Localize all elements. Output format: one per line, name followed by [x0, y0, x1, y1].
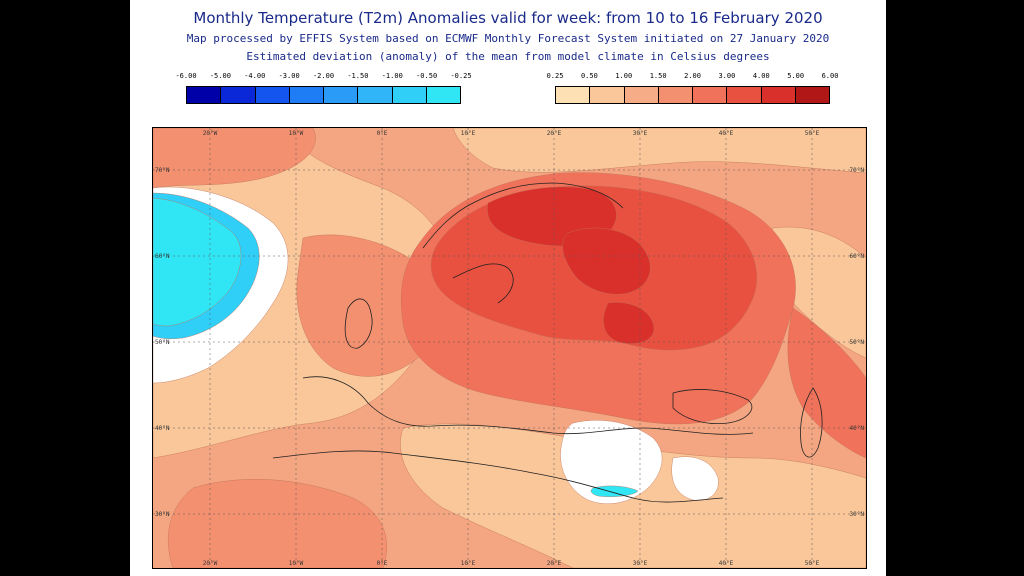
legend-cold-swatch [426, 87, 460, 103]
graticule-labels: 20°W 10°W 0°E 10°E 20°E 30°E 40°E 50°E 20°W 10°W 0… [155, 130, 864, 567]
legend-warm-label: 0.50 [580, 72, 598, 80]
legend-warm-label: 1.50 [649, 72, 667, 80]
lat-label-right: 30°N [850, 511, 865, 518]
lat-label-left: 40°N [155, 425, 170, 432]
zone-mid-warm-sahara [167, 479, 387, 568]
legend-warm-label: 3.00 [718, 72, 736, 80]
zone-neutral-levant [671, 456, 719, 501]
zone-light-warm-north [452, 128, 866, 174]
legend-cold-swatch [324, 87, 359, 103]
lat-label-left: 70°N [155, 167, 170, 174]
lat-label-left: 50°N [155, 339, 170, 346]
lat-label-right: 40°N [850, 425, 865, 432]
coastline-africa [272, 450, 724, 503]
lon-label-bottom: 50°E [805, 560, 820, 567]
zone-neutral-aegean [560, 420, 663, 504]
zone-hottest-core-south [603, 302, 655, 344]
map-subtitle-units: Estimated deviation (anomaly) of the mea… [246, 50, 770, 63]
legend-cold-swatch [392, 87, 427, 103]
lon-label-bottom: 10°W [289, 560, 304, 567]
legend-warm-scale: 0.25 0.50 1.00 1.50 2.00 3.00 4.00 5.00 6.00 [547, 72, 839, 104]
map-subtitle-processing: Map processed by EFFIS System based on E… [186, 32, 830, 45]
legend-warm-swatch [624, 87, 659, 103]
coastline-britain [344, 298, 373, 349]
lat-label-left: 30°N [155, 511, 170, 518]
legend-warm-bar [555, 86, 830, 104]
legend-warm-swatch [590, 87, 625, 103]
lat-label-right: 60°N [850, 253, 865, 260]
map-title: Monthly Temperature (T2m) Anomalies vali… [193, 9, 823, 27]
lon-label-bottom: 0°E [377, 560, 388, 567]
legend-cold-label: -3.00 [278, 72, 300, 80]
legend-cold-label: -2.00 [312, 72, 335, 80]
legend-warm-labels: 0.25 0.50 1.00 1.50 2.00 3.00 4.00 5.00 6.00 [547, 72, 839, 84]
legend-cold-scale: -6.00 -5.00 -4.00 -3.00 -2.00 -1.50 -1.00 -0.50… [175, 72, 472, 104]
legend-warm-swatch [727, 87, 762, 103]
lon-label-top: 20°E [547, 130, 562, 137]
anomaly-map: 20°W 10°W 0°E 10°E 20°E 30°E 40°E 50°E 20°W 10°W 0… [152, 127, 867, 569]
legend-cold-labels: -6.00 -5.00 -4.00 -3.00 -2.00 -1.50 -1.00 -0.50… [175, 72, 471, 84]
lat-label-right: 70°N [850, 167, 865, 174]
lon-label-bottom: 40°E [719, 560, 734, 567]
lon-label-top: 10°E [461, 130, 476, 137]
zone-hottest-russia [562, 227, 651, 295]
legend-cold-swatch [289, 87, 324, 103]
legend-cold-label: -0.50 [416, 72, 438, 80]
legend-warm-label: 5.00 [787, 72, 805, 80]
lon-label-bottom: 20°W [203, 560, 218, 567]
legend-cold-label: -6.00 [175, 72, 197, 80]
legend-warm-swatch [761, 87, 796, 103]
legend-cold-bar [186, 86, 461, 104]
lon-label-top: 40°E [719, 130, 734, 137]
legend-cold-label: -0.25 [450, 72, 472, 80]
zone-mid-warm-atlantic-north [153, 128, 316, 189]
legend-warm-label: 2.00 [684, 72, 701, 80]
coastline-blacksea [672, 389, 753, 425]
zone-cyan-crete [590, 485, 639, 497]
zone-strong-warm-east [787, 307, 866, 459]
legend-warm-label: 0.25 [546, 72, 564, 80]
legend-warm-label: 6.00 [821, 72, 839, 80]
lat-label-right: 50°N [850, 339, 865, 346]
lon-label-top: 0°E [377, 130, 388, 137]
zone-cold-cyan [153, 197, 242, 327]
legend-warm-swatch [556, 87, 591, 103]
legend-cold-label: -1.00 [381, 72, 403, 80]
legend-cold-label: -1.50 [347, 72, 369, 80]
legend-warm-label: 4.00 [752, 72, 770, 80]
lon-label-top: 30°E [633, 130, 648, 137]
legend-warm-label: 1.00 [615, 72, 633, 80]
legend-cold-label: -5.00 [209, 72, 231, 80]
coastline-caspian [800, 387, 823, 458]
lon-label-top: 20°W [203, 130, 218, 137]
legend-cold-label: -4.00 [244, 72, 266, 80]
coastline-scandinavia [422, 182, 624, 304]
lon-label-bottom: 20°E [547, 560, 562, 567]
legend-cold-swatch [187, 87, 222, 103]
legend-cold-swatch [358, 87, 393, 103]
lon-label-top: 10°W [289, 130, 304, 137]
lat-label-left: 60°N [155, 253, 170, 260]
lon-label-top: 50°E [805, 130, 820, 137]
legend-warm-swatch [693, 87, 728, 103]
graticule [153, 128, 866, 568]
legend-warm-swatch [658, 87, 693, 103]
figure-panel: Monthly Temperature (T2m) Anomalies vali… [130, 0, 886, 576]
legend-warm-swatch [795, 87, 829, 103]
legend-cold-swatch [255, 87, 290, 103]
lon-label-bottom: 10°E [461, 560, 476, 567]
lon-label-bottom: 30°E [633, 560, 648, 567]
legend-cold-swatch [221, 87, 256, 103]
